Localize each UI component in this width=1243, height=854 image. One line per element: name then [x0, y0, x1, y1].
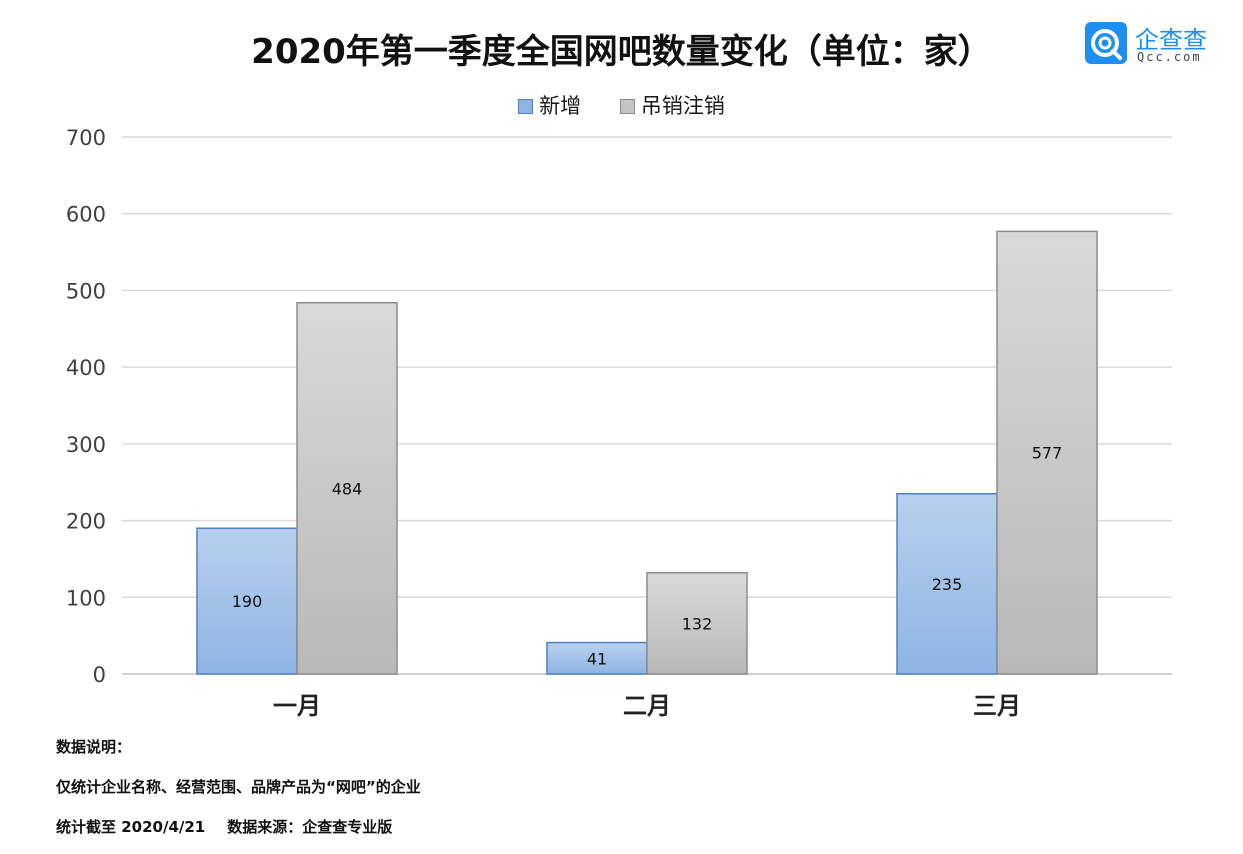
data-label: 132 — [682, 614, 713, 633]
bar-chart: 0 100 200 300 400 500 600 700 190 484 一月 41 132 二月 235… — [66, 126, 1172, 720]
y-tick-label: 400 — [66, 356, 106, 380]
legend: 新增 吊销注销 — [0, 90, 1243, 120]
x-tick-label: 三月 — [973, 692, 1021, 720]
y-tick-label: 700 — [66, 126, 106, 150]
notes-source: 数据来源：企查查专业版 — [227, 818, 393, 836]
bar — [296, 301, 398, 675]
data-label: 190 — [232, 592, 263, 611]
data-label: 484 — [332, 479, 363, 498]
y-tick-label: 300 — [66, 433, 106, 457]
legend-item-new: 新增 — [518, 90, 581, 120]
notes-scope: 仅统计企业名称、经营范围、品牌产品为“网吧”的企业 — [56, 778, 421, 796]
legend-item-revoked: 吊销注销 — [619, 90, 725, 120]
x-tick-label: 一月 — [273, 692, 321, 720]
notes-heading: 数据说明： — [56, 738, 132, 756]
legend-swatch-new — [518, 99, 534, 114]
bar — [646, 571, 748, 675]
bar — [896, 492, 998, 675]
x-tick-label: 二月 — [623, 692, 671, 720]
data-label: 41 — [587, 649, 607, 668]
data-label: 235 — [932, 575, 963, 594]
notes-footer: 统计截至 2020/4/21 数据来源：企查查专业版 — [56, 816, 414, 837]
bar — [546, 641, 648, 675]
logo-badge-icon — [1085, 22, 1127, 64]
logo-sub: Qcc.com — [1137, 50, 1202, 64]
legend-label-new: 新增 — [539, 94, 582, 118]
y-tick-label: 100 — [66, 586, 106, 610]
logo: 企查查 Qcc.com — [1085, 22, 1215, 68]
logo-name: 企查查 — [1135, 26, 1207, 54]
y-tick-label: 600 — [66, 203, 106, 227]
legend-swatch-revoked — [619, 99, 635, 114]
notes-cutoff: 统计截至 2020/4/21 — [56, 818, 206, 836]
data-label: 577 — [1032, 444, 1063, 463]
chart-title: 2020年第一季度全国网吧数量变化（单位：家） — [251, 32, 992, 72]
legend-label-revoked: 吊销注销 — [640, 94, 725, 118]
bar — [996, 230, 1098, 675]
y-tick-label: 0 — [93, 663, 106, 687]
y-tick-label: 500 — [66, 279, 106, 303]
y-tick-label: 200 — [66, 510, 106, 534]
